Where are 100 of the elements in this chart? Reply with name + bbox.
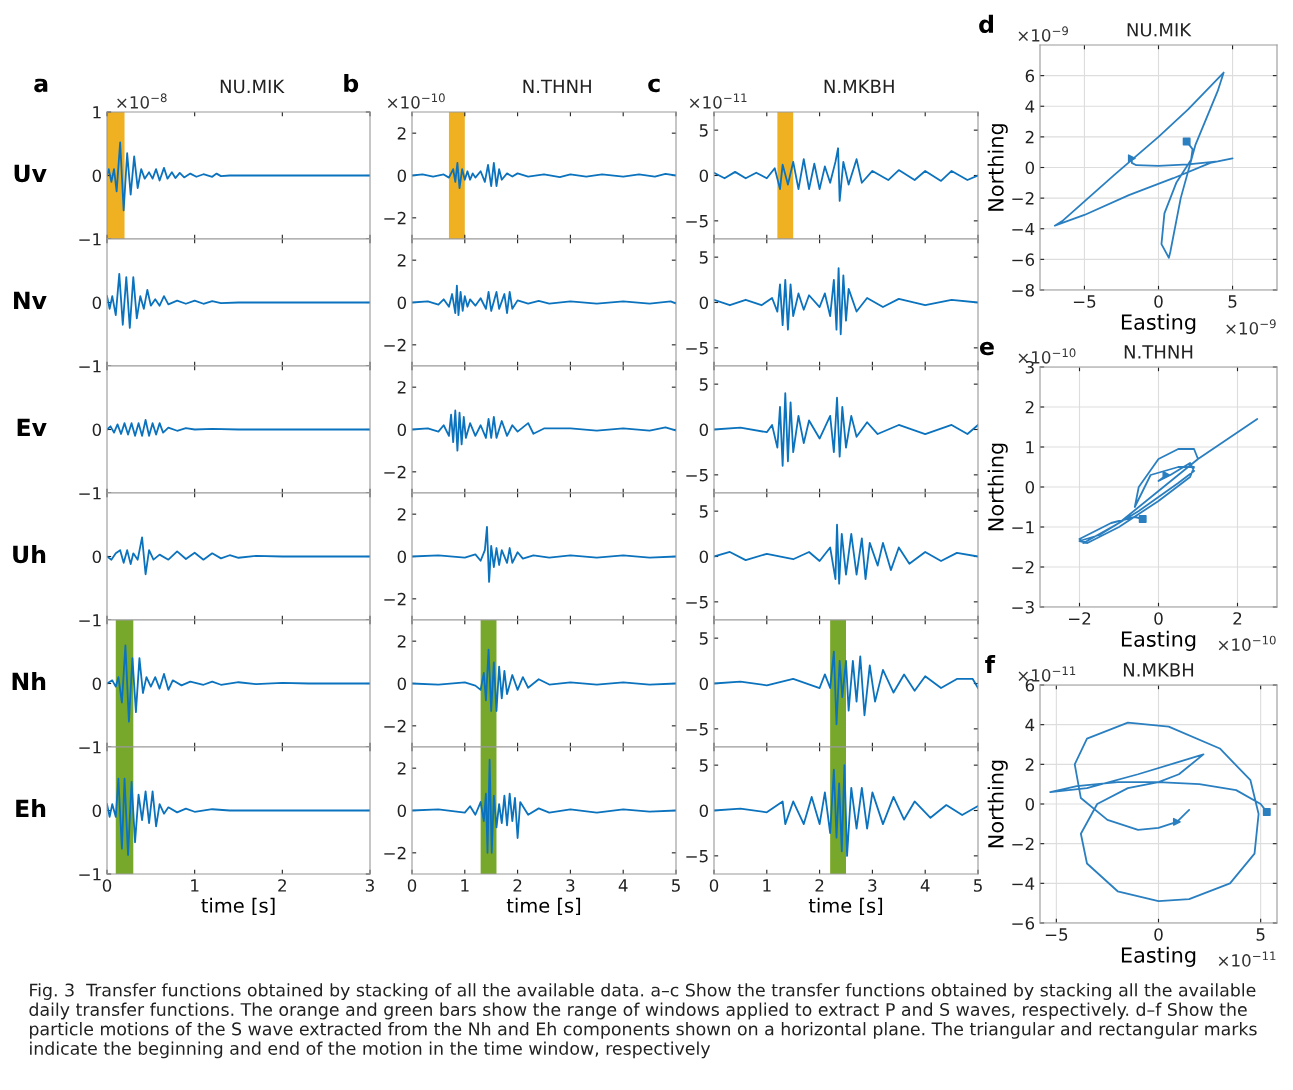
y-axis-title: Northing <box>987 443 1008 531</box>
y-tick-label: −1 <box>79 868 101 881</box>
line-series <box>107 777 370 856</box>
y-tick-label: 2 <box>397 381 406 394</box>
y-tick-label: 0 <box>92 550 102 564</box>
x-tick-label: 1 <box>461 879 469 892</box>
line-series <box>412 525 676 583</box>
y-tick-label: −5 <box>686 342 708 355</box>
x-axis-title: time [s] <box>506 897 581 916</box>
y-axis-title: Nv <box>14 291 47 310</box>
y-tick-label: 5 <box>699 124 708 137</box>
x-tick-label: 5 <box>671 879 680 892</box>
y-tick-label: 5 <box>699 251 708 264</box>
y-tick-label: 2 <box>397 127 406 140</box>
x-tick-label: 0 <box>1154 612 1163 625</box>
y-tick-label: −1 <box>1012 521 1034 534</box>
text: f <box>985 655 996 673</box>
x-tick-label: 2 <box>815 879 824 892</box>
y-tick-label: 0 <box>397 677 407 691</box>
y-tick-label: −2 <box>1012 192 1034 205</box>
y-tick-label: 5 <box>699 505 708 518</box>
y-tick-label: 0 <box>699 169 709 183</box>
x-tick-label: 3 <box>566 879 575 892</box>
y-tick-label: 2 <box>1025 758 1034 771</box>
y-tick-label: −2 <box>384 592 406 606</box>
line-series <box>412 758 676 854</box>
y-tick-label: −3 <box>1012 600 1034 614</box>
x-tick-label: 3 <box>365 879 374 892</box>
y-tick-label: −4 <box>1012 222 1035 236</box>
x-tick-label: −5 <box>1045 928 1068 941</box>
x-tick-label: 3 <box>868 879 877 892</box>
text: b <box>344 73 359 93</box>
x-tick-label: 2 <box>513 879 522 892</box>
text: ×10$^{−11}$ <box>1218 951 1276 967</box>
y-tick-label: 5 <box>699 378 708 391</box>
chart-title: N.THNH <box>1124 345 1193 359</box>
y-tick-label: 0 <box>699 550 709 564</box>
chart-title: NU.MIK <box>1127 23 1192 37</box>
text: ×10$^{−11}$ <box>689 93 747 109</box>
y-tick-label: 1 <box>93 106 101 119</box>
y-axis-title: Uv <box>14 164 47 183</box>
y-tick-label: 0 <box>1025 161 1035 175</box>
y-tick-label: 0 <box>92 677 102 691</box>
x-tick-label: 0 <box>102 879 112 892</box>
y-tick-label: −5 <box>686 723 708 736</box>
x-axis-title: time [s] <box>201 897 275 916</box>
y-tick-label: 5 <box>699 632 708 645</box>
chart-title: N.MKBH <box>824 79 894 94</box>
y-tick-label: 2 <box>397 762 406 775</box>
y-tick-label: −6 <box>1012 916 1035 930</box>
y-tick-label: −5 <box>686 469 708 482</box>
line-series <box>1078 418 1259 544</box>
y-tick-label: 0 <box>397 804 407 818</box>
x-tick-label: 2 <box>1233 612 1242 625</box>
y-tick-label: −2 <box>384 846 406 860</box>
chart-title: N.THNH <box>523 79 591 94</box>
text: ×10$^{−9}$ <box>1018 26 1069 42</box>
y-tick-label: −1 <box>79 233 101 246</box>
line-series <box>107 644 370 723</box>
text: d <box>979 14 993 34</box>
y-tick-label: −4 <box>1012 877 1035 890</box>
y-tick-label: 0 <box>397 550 407 564</box>
y-axis-title: Uh <box>13 545 46 564</box>
x-axis-title: Easting <box>1121 946 1196 967</box>
text: ×10$^{−9}$ <box>1226 319 1276 335</box>
line-series <box>107 141 370 212</box>
y-tick-label: −2 <box>384 719 406 733</box>
y-axis-title: Northing <box>987 124 1008 211</box>
y-tick-label: 4 <box>1025 718 1035 731</box>
line-series <box>412 284 676 317</box>
y-tick-label: 0 <box>699 677 709 691</box>
y-tick-label: 0 <box>92 804 102 818</box>
y-tick-label: 6 <box>1025 69 1035 83</box>
y-tick-label: −1 <box>79 360 101 373</box>
line-series <box>107 273 370 329</box>
line-series <box>412 161 676 190</box>
line-series <box>714 147 978 202</box>
y-tick-label: 0 <box>699 423 709 437</box>
x-axis-title: Easting <box>1121 313 1196 334</box>
y-tick-label: −2 <box>1012 560 1034 574</box>
x-tick-label: 1 <box>191 879 199 892</box>
y-tick-label: −1 <box>79 614 101 627</box>
x-tick-label: 5 <box>1256 928 1265 941</box>
y-tick-label: 2 <box>1025 130 1034 144</box>
x-tick-label: 4 <box>920 879 930 892</box>
x-tick-label: 1 <box>763 879 771 892</box>
text: ×10$^{−10}$ <box>1218 635 1276 651</box>
y-tick-label: 0 <box>92 169 102 183</box>
y-tick-label: 0 <box>397 423 407 437</box>
line-series <box>714 267 978 336</box>
x-axis-title: time [s] <box>808 897 883 916</box>
text: ×10$^{−8}$ <box>117 93 167 109</box>
y-axis-title: Eh <box>16 799 46 818</box>
line-series <box>412 648 676 712</box>
x-axis-title: Easting <box>1121 630 1196 651</box>
y-axis-title: Northing <box>987 760 1008 848</box>
line-series <box>1053 71 1234 259</box>
line-series <box>412 409 676 452</box>
line-series <box>714 523 978 585</box>
y-tick-label: 2 <box>397 635 406 648</box>
